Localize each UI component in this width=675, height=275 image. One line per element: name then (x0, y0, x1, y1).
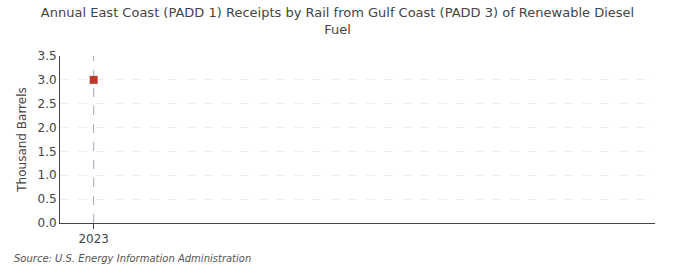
svg-text:Annual East Coast (PADD 1) Rec: Annual East Coast (PADD 1) Receipts by R… (41, 5, 634, 37)
svg-text:2.5: 2.5 (38, 97, 57, 111)
svg-text:3.0: 3.0 (38, 73, 57, 87)
svg-text:1.0: 1.0 (38, 168, 57, 182)
svg-text:0.0: 0.0 (38, 216, 57, 230)
svg-text:2.0: 2.0 (38, 121, 57, 135)
svg-text:Thousand Barrels: Thousand Barrels (15, 87, 29, 192)
svg-text:3.5: 3.5 (38, 49, 57, 63)
svg-text:2023: 2023 (78, 232, 109, 246)
svg-text:1.5: 1.5 (38, 145, 57, 159)
svg-text:0.5: 0.5 (38, 192, 57, 206)
svg-text:Source: U.S. Energy Informatio: Source: U.S. Energy Information Administ… (14, 253, 251, 264)
